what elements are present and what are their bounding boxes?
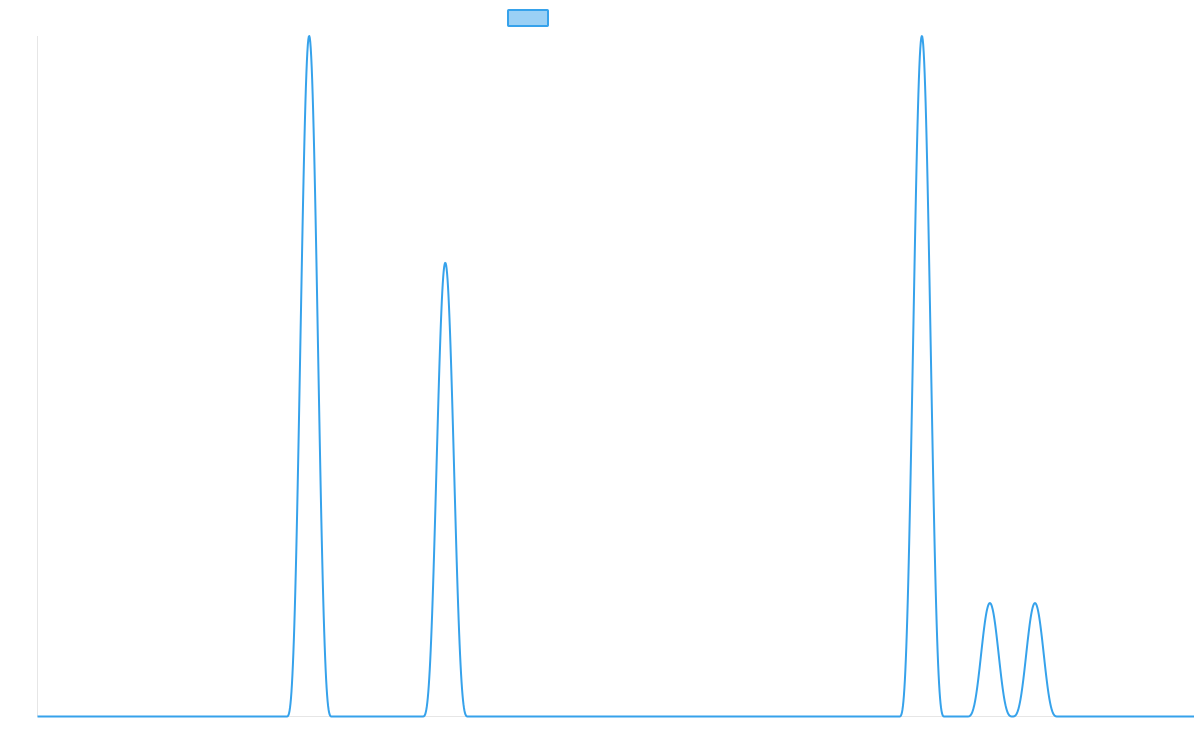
legend[interactable]	[507, 9, 549, 27]
legend-swatch[interactable]	[507, 9, 549, 27]
series-group	[36, 33, 1195, 718]
series-line[interactable]	[36, 35, 1195, 718]
peak-point-3[interactable]	[919, 33, 925, 39]
peak-point-1[interactable]	[306, 33, 312, 39]
peak-point-4[interactable]	[987, 600, 993, 606]
peak-point-5[interactable]	[1032, 600, 1038, 606]
peak-point-2[interactable]	[442, 260, 448, 266]
